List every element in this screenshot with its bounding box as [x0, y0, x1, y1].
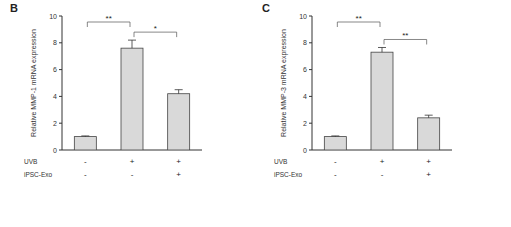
y-tick-label: 2 [303, 120, 307, 127]
y-axis-label: Relative MMP-1 mRNA expression [30, 29, 38, 137]
bar [324, 137, 346, 150]
y-tick-label: 10 [49, 13, 57, 20]
y-tick-label: 4 [53, 93, 57, 100]
panel-label: B [10, 2, 18, 14]
y-tick [59, 123, 62, 124]
error-bar [425, 115, 433, 118]
error-bar [81, 135, 89, 137]
error-cap [378, 47, 386, 48]
condition-value: - [334, 170, 337, 179]
y-tick [309, 96, 312, 97]
condition-value: - [334, 157, 337, 166]
condition-label: iPSC-Exo [24, 171, 53, 178]
bar [418, 118, 440, 150]
y-tick-label: 4 [303, 93, 307, 100]
condition-label: iPSC-Exo [274, 171, 303, 178]
error-cap [175, 89, 183, 90]
y-axis-line [62, 16, 63, 150]
error-bar [175, 90, 183, 94]
y-tick-label: 10 [299, 13, 307, 20]
condition-value: - [381, 170, 384, 179]
y-tick [309, 16, 312, 17]
y-tick-label: 8 [53, 39, 57, 46]
error-cap [331, 135, 339, 136]
bar [74, 137, 96, 150]
significance-label: ** [356, 14, 362, 23]
condition-value: - [84, 170, 87, 179]
y-tick [59, 150, 62, 151]
y-tick [309, 123, 312, 124]
condition-value: - [131, 170, 134, 179]
significance-label: ** [402, 31, 408, 40]
plot-area [324, 47, 439, 150]
bar [168, 94, 190, 150]
y-tick-label: 8 [303, 39, 307, 46]
error-line [178, 90, 179, 94]
y-tick [309, 42, 312, 43]
y-tick [59, 16, 62, 17]
y-axis-label: Relative MMP-3 mRNA expression [280, 29, 288, 137]
error-line [132, 40, 133, 48]
y-tick [309, 69, 312, 70]
y-tick [59, 69, 62, 70]
y-tick-label: 6 [53, 66, 57, 73]
condition-value: - [84, 157, 87, 166]
condition-value: + [130, 157, 135, 166]
bar [371, 52, 393, 150]
condition-value: + [380, 157, 385, 166]
error-line [382, 47, 383, 52]
y-tick-label: 0 [303, 147, 307, 154]
error-bar [128, 40, 136, 48]
condition-value: + [426, 157, 431, 166]
y-tick [59, 96, 62, 97]
error-cap [425, 115, 433, 116]
y-tick [59, 42, 62, 43]
y-axis-line [312, 16, 313, 150]
condition-value: + [176, 170, 181, 179]
y-tick [309, 150, 312, 151]
error-bar [331, 135, 339, 137]
plot-area [74, 40, 189, 150]
bar [121, 48, 143, 150]
error-bar [378, 47, 386, 52]
condition-value: + [176, 157, 181, 166]
y-tick-label: 0 [53, 147, 57, 154]
significance-label: * [154, 24, 157, 33]
chart-root: BRelative MMP-1 mRNA expression0246810**… [0, 0, 511, 227]
error-line [428, 115, 429, 118]
condition-value: + [426, 170, 431, 179]
condition-label: UVB [274, 158, 287, 165]
error-cap [81, 135, 89, 136]
y-tick-label: 2 [53, 120, 57, 127]
error-cap [128, 40, 136, 41]
y-tick-label: 6 [303, 66, 307, 73]
panel-label: C [262, 2, 270, 14]
condition-label: UVB [24, 158, 37, 165]
significance-label: ** [106, 14, 112, 23]
